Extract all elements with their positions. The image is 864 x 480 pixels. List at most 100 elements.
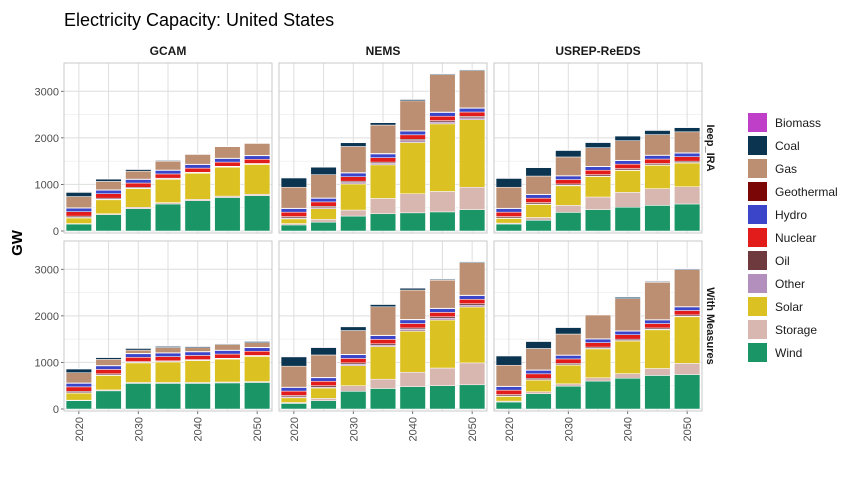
bar-segment-coal [310, 347, 337, 356]
bar-segment-nuclear [399, 134, 426, 140]
legend-item: Gas [748, 159, 797, 178]
bar-segment-storage [555, 383, 582, 387]
bar-segment-gas [125, 170, 152, 180]
bar-segment-hydro [184, 164, 211, 169]
bar-segment-biomass [429, 278, 456, 280]
bar-segment-solar [340, 183, 367, 211]
bar-segment-coal [369, 122, 397, 126]
bar-segment-solar [399, 142, 426, 194]
bar-segment-hydro [495, 386, 522, 391]
bar-segment-hydro [280, 387, 307, 392]
bar-segment-biomass [495, 355, 522, 357]
bar-segment-storage [674, 186, 701, 205]
bar-segment-gas [340, 146, 367, 173]
bar-segment-nuclear [280, 390, 307, 396]
bar-segment-solar [125, 362, 152, 383]
bar-segment-gas [214, 344, 241, 351]
bar-segment-solar [495, 396, 522, 402]
bar-segment-wind [65, 400, 92, 410]
bar-segment-gas [244, 342, 271, 348]
bar-segment-coal [310, 166, 337, 175]
bar-segment-solar [95, 199, 122, 215]
bar-segment-gas [614, 298, 641, 332]
bar-segment-storage [584, 196, 612, 210]
bar-segment-biomass [584, 141, 612, 143]
bar-segment-nuclear [214, 161, 241, 167]
legend-label: Wind [775, 346, 802, 360]
bar-segment-biomass [674, 268, 701, 270]
y-tick-label: 1000 [35, 179, 59, 191]
bar-segment-solar [399, 330, 426, 373]
bar-segment-coal [65, 192, 92, 197]
bar-segment-biomass [214, 343, 241, 345]
legend-item: Biomass [748, 113, 821, 132]
y-axis-label: GW [9, 229, 26, 256]
bar-segment-hydro [614, 160, 641, 165]
bar-segment-storage [369, 198, 397, 215]
legend-swatch [748, 159, 767, 178]
bar-segment-storage [399, 193, 426, 214]
bar-segment-wind [614, 206, 641, 232]
bar-segment-nuclear [495, 211, 522, 217]
legend-label: Hydro [775, 208, 807, 222]
bar-segment-hydro [310, 197, 337, 203]
bar-segment-wind [340, 391, 367, 410]
bar-segment-wind [214, 197, 241, 232]
bar-segment-solar [154, 361, 182, 383]
bar-segment-solar [244, 164, 271, 195]
bar-segment-hydro [340, 172, 367, 177]
bar-segment-solar [459, 119, 486, 188]
bar-segment-wind [125, 383, 152, 410]
y-tick-label: 3000 [35, 264, 59, 276]
bar-segment-wind [584, 380, 612, 410]
bar-segment-solar [614, 170, 641, 193]
bar-segment-gas [459, 70, 486, 109]
bar-segment-hydro [459, 295, 486, 300]
bar-segment-wind [244, 382, 271, 410]
bar-segment-biomass [340, 142, 367, 144]
facet-panel [278, 240, 488, 412]
bar-segment-nuclear [525, 373, 552, 379]
bar-segment-gas [674, 269, 701, 307]
bar-segment-nuclear [244, 351, 271, 356]
bar-segment-nuclear [399, 323, 426, 329]
bar-segment-biomass [459, 260, 486, 262]
bar-segment-gas [214, 146, 241, 159]
facet-column-label: GCAM [150, 44, 187, 58]
bar-segment-biomass [644, 129, 671, 131]
bar-segment-hydro [214, 158, 241, 163]
bar-segment-hydro [644, 155, 671, 160]
panel-border [278, 62, 488, 234]
legend-label: Nuclear [775, 231, 816, 245]
bar-segment-biomass [280, 356, 307, 358]
y-tick-label: 2000 [35, 133, 59, 145]
bar-segment-gas [644, 282, 671, 320]
x-tick-label: 2020 [504, 417, 516, 441]
bar-segment-gas [154, 347, 182, 353]
bar-segment-storage [614, 373, 641, 379]
bar-segment-wind [310, 221, 337, 232]
bar-segment-storage [644, 188, 671, 206]
bar-segment-hydro [495, 208, 522, 213]
bar-segment-wind [644, 375, 671, 410]
legend-swatch [748, 274, 767, 293]
bar-segment-wind [184, 200, 211, 232]
bar-segment-biomass [369, 122, 397, 124]
bar-segment-hydro [429, 308, 456, 313]
bar-segment-biomass [369, 303, 397, 305]
bar-segment-storage [584, 377, 612, 382]
bar-segment-hydro [369, 153, 397, 158]
bar-segment-wind [584, 209, 612, 232]
bar-segment-coal [495, 355, 522, 366]
x-tick-label: 2050 [467, 417, 479, 441]
bar-segment-hydro [184, 351, 211, 356]
legend-swatch [748, 320, 767, 339]
legend-swatch [748, 136, 767, 155]
bar-segment-nuclear [674, 310, 701, 316]
bar-segment-biomass [459, 68, 486, 70]
bar-segment-biomass [244, 340, 271, 342]
bar-segment-gas [399, 289, 426, 320]
bar-segment-hydro [674, 306, 701, 311]
bar-segment-gas [584, 314, 612, 339]
bar-segment-solar [154, 179, 182, 203]
